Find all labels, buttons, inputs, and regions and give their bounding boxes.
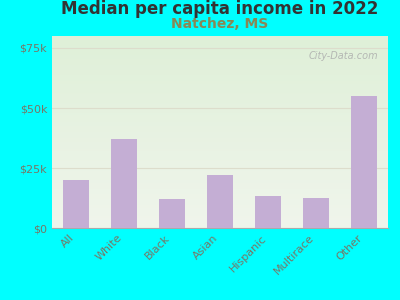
Bar (159, 199, 185, 228)
Bar (351, 96, 377, 228)
Bar (111, 139, 137, 228)
Text: Natchez, MS: Natchez, MS (171, 17, 269, 32)
Text: City-Data.com: City-Data.com (308, 51, 378, 62)
Title: Median per capita income in 2022: Median per capita income in 2022 (61, 0, 379, 18)
Bar (207, 175, 233, 228)
Bar (255, 196, 281, 228)
Bar (63, 180, 89, 228)
Bar (303, 198, 329, 228)
